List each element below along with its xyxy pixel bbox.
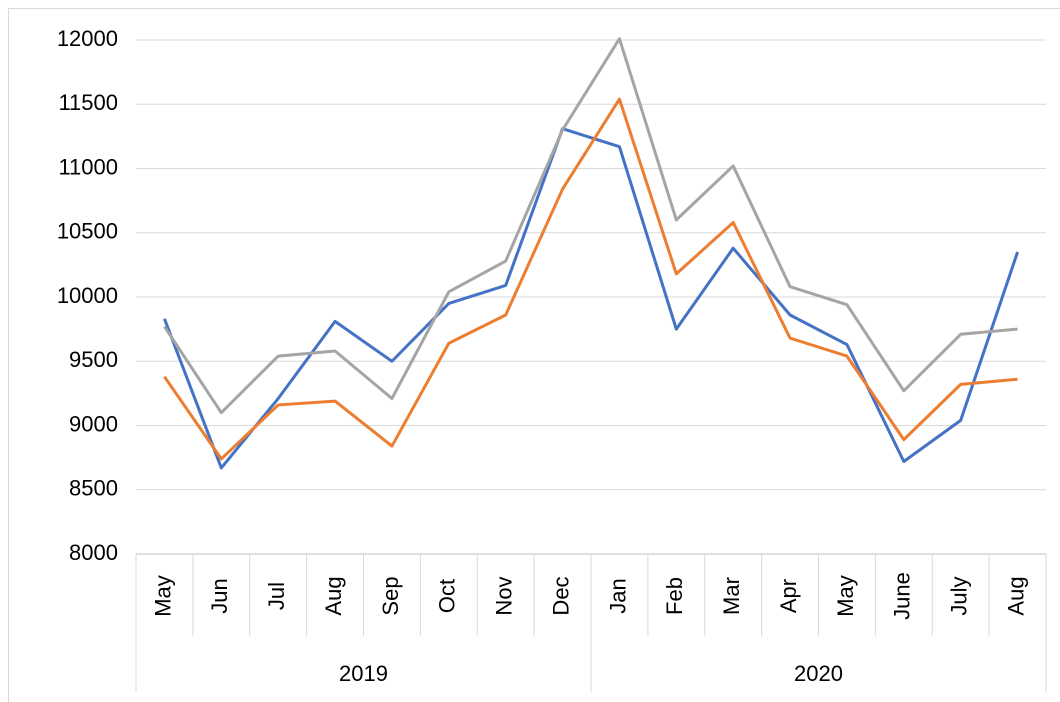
x-tick-label: Oct xyxy=(435,579,460,613)
series-line xyxy=(163,127,1019,470)
x-tick-label: Dec xyxy=(548,576,573,615)
x-tick-label: Jan xyxy=(605,578,630,613)
x-group-label: 2020 xyxy=(794,661,843,686)
x-tick-label: Apr xyxy=(776,579,801,613)
x-tick-label: Feb xyxy=(662,577,687,615)
x-tick-label: May xyxy=(150,575,175,617)
x-tick-label: Nov xyxy=(492,576,517,615)
x-tick-label: Sep xyxy=(378,576,403,615)
y-tick-label: 10000 xyxy=(57,283,118,308)
x-tick-label: Aug xyxy=(1003,576,1028,615)
y-tick-label: 8500 xyxy=(69,476,118,501)
series-line xyxy=(163,97,1018,461)
y-tick-label: 12000 xyxy=(57,26,118,51)
y-tick-label: 8000 xyxy=(69,540,118,565)
series-line xyxy=(163,37,1018,415)
x-tick-label: Jun xyxy=(207,578,232,613)
chart-frame xyxy=(8,8,1060,702)
x-tick-label: June xyxy=(890,572,915,620)
x-tick-label: May xyxy=(833,575,858,617)
y-tick-label: 9500 xyxy=(69,347,118,372)
x-tick-label: Aug xyxy=(321,576,346,615)
x-group-label: 2019 xyxy=(339,661,388,686)
y-tick-label: 11500 xyxy=(58,90,118,115)
y-tick-label: 11000 xyxy=(58,154,118,179)
x-tick-label: Mar xyxy=(719,577,744,615)
y-tick-label: 9000 xyxy=(69,411,118,436)
y-tick-label: 10500 xyxy=(57,219,118,244)
x-tick-label: July xyxy=(947,576,972,615)
x-tick-label: Jul xyxy=(264,582,289,610)
